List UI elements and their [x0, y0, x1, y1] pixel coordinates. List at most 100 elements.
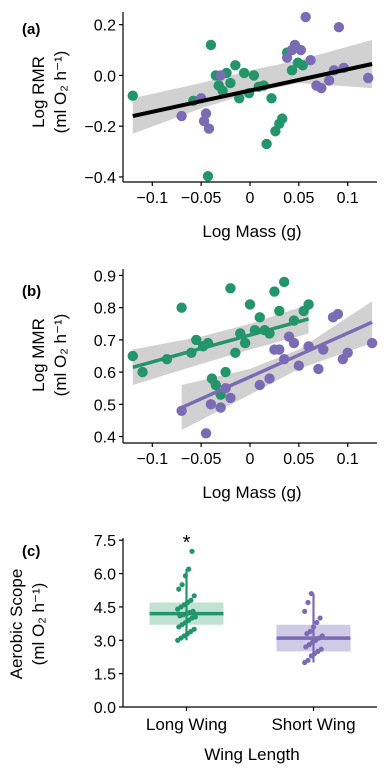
panel-b-point-short-1: [200, 428, 212, 439]
panel-a-ytick-label-2: −0.2: [84, 119, 116, 136]
panel-b-point-short-18: [332, 308, 344, 320]
panel-b-point-long-12: [225, 283, 236, 294]
panel-b-point-short-6: [254, 379, 265, 391]
panel-b-xtick-label-0: −0.1: [137, 451, 169, 468]
panel-b-xtick-label-2: 0: [246, 451, 255, 468]
panel-b-point-long-0: [127, 350, 138, 362]
panel-a-plot-area: 0.2 0.0 −0.2 −0.4 −0.1 −0.05 0 0.05 0.1: [84, 11, 377, 207]
panel-a-point-short-8: [295, 44, 306, 56]
panel-a-point-short-15: [333, 22, 345, 33]
panel-b-point-short-12: [288, 337, 300, 349]
panel-b-point-short-2: [205, 399, 217, 410]
panel-b-point-long-23: [278, 276, 290, 288]
panel-c-ylabel-line1: Aerobic Scope: [7, 569, 26, 680]
panel-b-point-short-15: [313, 363, 324, 375]
panel-a-point-short-4: [198, 115, 210, 127]
panel-b-point-long-11: [220, 366, 231, 378]
panel-b-mmr: (b) Log MMR (ml O₂ h⁻¹) Log Mass (g) 0.9…: [22, 268, 378, 502]
panel-a-ytick-label-0: 0.2: [94, 18, 116, 35]
panel-c-point-short-1: [305, 657, 311, 663]
panel-b-ytick-label-5: 0.4: [94, 430, 116, 447]
panel-c-label: (c): [22, 543, 40, 560]
panel-b-point-short-7: [264, 373, 275, 384]
panel-a-point-short-10: [305, 55, 316, 66]
panel-c-ylabel-line2: (ml O₂ h⁻¹): [29, 583, 48, 666]
panel-c-point-long-22: [191, 593, 197, 599]
panel-c-point-short-16: [317, 615, 323, 621]
panel-b-xtick-label-1: −0.05: [181, 451, 222, 468]
panel-a-point-long-9: [234, 93, 245, 104]
panel-b-xlabel: Log Mass (g): [202, 483, 301, 502]
panel-b-ylabel-line2: (ml O₂ h⁻¹): [51, 314, 70, 397]
panel-a-point-long-12: [248, 70, 260, 81]
panel-b-point-long-9: [210, 379, 222, 391]
panel-a-point-long-21: [286, 65, 298, 76]
panel-a-point-short-17: [363, 72, 374, 84]
panel-c-ytick-label-5: 7.5: [94, 533, 116, 550]
panel-c-point-short-5: [318, 646, 324, 652]
panel-c-ytick-label-2: 3.0: [94, 633, 116, 650]
panel-b-ytick-label-1: 0.8: [94, 301, 116, 318]
panel-b-ytick-label-4: 0.5: [94, 397, 116, 414]
panel-b-point-short-9: [274, 344, 285, 355]
panel-b-point-long-15: [239, 337, 251, 349]
panel-b-point-short-21: [366, 337, 378, 349]
panel-c-point-short-15: [314, 619, 320, 626]
panel-a-point-short-5: [215, 70, 226, 81]
panel-a-xtick-label-1: −0.05: [181, 190, 222, 207]
panel-c-point-long-25: [182, 573, 188, 579]
panel-c-point-long-24: [179, 582, 185, 588]
panel-a-point-short-6: [281, 52, 293, 63]
panel-c-ytick-label-4: 6.0: [94, 567, 116, 584]
panel-a-xlabel: Log Mass (g): [202, 222, 301, 241]
panel-c-point-long-27: [189, 548, 195, 554]
panel-b-ytick-label-0: 0.9: [94, 268, 116, 285]
panel-b-xtick-label-4: 0.1: [337, 451, 359, 468]
panel-b-point-long-5: [191, 334, 202, 346]
panel-b-ytick-label-3: 0.6: [94, 365, 116, 382]
panel-a-point-long-16: [266, 93, 277, 104]
panel-a-xtick-label-2: 0: [246, 190, 255, 207]
panel-c-point-long-11: [192, 614, 198, 620]
panel-c-point-short-18: [305, 599, 311, 606]
panel-b-point-long-1: [137, 366, 148, 378]
panel-c-point-short-13: [307, 628, 313, 634]
panel-a-label: (a): [22, 21, 40, 38]
panel-a-xtick-label-4: 0.1: [337, 190, 359, 207]
panel-a-point-short-3: [203, 123, 215, 134]
panel-b-point-long-16: [244, 299, 256, 310]
panel-c-xlabel: Wing Length: [204, 745, 299, 764]
panel-c-point-short-14: [310, 624, 317, 630]
panel-a-point-long-5: [217, 85, 228, 96]
panel-a-point-long-0: [127, 90, 138, 101]
panel-b-point-short-3: [215, 402, 226, 413]
panel-a-point-long-10: [238, 67, 250, 79]
panel-c-ytick-label-1: 1.5: [94, 667, 116, 684]
panel-c-plot-area: * Long Wing Short Wing 0.0 1.5 3.0 4.5 6.0 7.5: [94, 532, 377, 734]
panel-c-significance-long: *: [183, 532, 191, 554]
panel-a-point-long-7: [225, 77, 236, 89]
panel-c-xtick-label-short: Short Wing: [271, 715, 355, 734]
panel-a-ci-band: [132, 39, 373, 134]
panel-a-point-short-13: [323, 75, 335, 86]
panel-b-point-long-26: [303, 299, 314, 310]
panel-b-point-long-18: [254, 312, 265, 323]
panel-b-fit-line-0: [132, 317, 310, 369]
panel-a-point-short-9: [300, 11, 311, 23]
panel-b-xtick-label-3: 0.05: [283, 451, 314, 468]
panel-a-ylabel-line1: Log RMR: [29, 56, 48, 128]
panel-a-xtick-label-3: 0.05: [283, 190, 314, 207]
panel-a-point-short-12: [316, 82, 327, 94]
panel-b-point-short-20: [342, 347, 353, 358]
panel-c-point-short-17: [302, 608, 308, 614]
panel-c-xtick-label-long: Long Wing: [146, 715, 227, 734]
panel-b-point-long-22: [274, 305, 285, 317]
panel-a-point-long-15: [261, 138, 272, 150]
panel-c-ytick-label-0: 0.0: [94, 700, 116, 717]
panel-c-point-short-19: [308, 590, 314, 597]
panel-a-fit-line: [132, 62, 373, 118]
panel-a-point-long-2: [205, 39, 217, 51]
panel-b-fit-line-1: [180, 320, 373, 410]
panel-a-point-long-19: [277, 113, 288, 124]
